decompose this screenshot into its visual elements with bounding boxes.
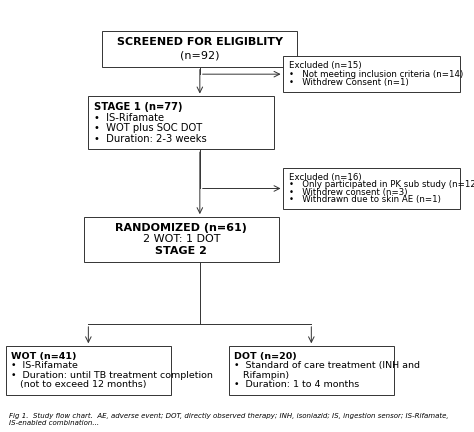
- FancyBboxPatch shape: [283, 168, 460, 209]
- Text: 2 WOT: 1 DOT: 2 WOT: 1 DOT: [143, 234, 220, 244]
- Text: •  WOT plus SOC DOT: • WOT plus SOC DOT: [94, 123, 202, 133]
- Text: •   Withdrew Consent (n=1): • Withdrew Consent (n=1): [289, 78, 409, 87]
- Text: •  Duration: 2-3 weeks: • Duration: 2-3 weeks: [94, 134, 207, 144]
- FancyBboxPatch shape: [283, 56, 460, 92]
- Text: Rifampin): Rifampin): [235, 371, 290, 380]
- FancyBboxPatch shape: [88, 96, 274, 149]
- Text: •  Duration: until TB treatment completion: • Duration: until TB treatment completio…: [11, 371, 213, 380]
- Text: •   Only participated in PK sub study (n=12): • Only participated in PK sub study (n=1…: [289, 180, 474, 189]
- Text: •   Withdrawn due to skin AE (n=1): • Withdrawn due to skin AE (n=1): [289, 195, 441, 204]
- Text: •   Withdrew consent (n=3): • Withdrew consent (n=3): [289, 188, 408, 197]
- Text: •  IS-Rifamate: • IS-Rifamate: [94, 112, 164, 123]
- Text: DOT (n=20): DOT (n=20): [235, 352, 297, 361]
- FancyBboxPatch shape: [6, 346, 171, 395]
- FancyBboxPatch shape: [102, 31, 297, 67]
- Text: RANDOMIZED (n=61): RANDOMIZED (n=61): [115, 223, 247, 233]
- Text: STAGE 1 (n=77): STAGE 1 (n=77): [94, 102, 182, 112]
- Text: (n=92): (n=92): [180, 50, 219, 60]
- Text: WOT (n=41): WOT (n=41): [11, 352, 77, 361]
- Text: •  Duration: 1 to 4 months: • Duration: 1 to 4 months: [235, 381, 360, 390]
- Text: STAGE 2: STAGE 2: [155, 246, 207, 256]
- FancyBboxPatch shape: [229, 346, 394, 395]
- Text: Fig 1.  Study flow chart.  AE, adverse event; DOT, directly observed therapy; IN: Fig 1. Study flow chart. AE, adverse eve…: [9, 413, 449, 426]
- Text: Excluded (n=16): Excluded (n=16): [289, 173, 362, 182]
- FancyBboxPatch shape: [84, 217, 279, 261]
- Text: (not to exceed 12 months): (not to exceed 12 months): [11, 381, 147, 390]
- Text: SCREENED FOR ELIGIBLITY: SCREENED FOR ELIGIBLITY: [117, 37, 283, 48]
- Text: •   Not meeting inclusion criteria (n=14): • Not meeting inclusion criteria (n=14): [289, 70, 463, 79]
- Text: •  Standard of care treatment (INH and: • Standard of care treatment (INH and: [235, 361, 420, 370]
- Text: •  IS-Rifamate: • IS-Rifamate: [11, 361, 78, 370]
- Text: Excluded (n=15): Excluded (n=15): [289, 61, 362, 70]
